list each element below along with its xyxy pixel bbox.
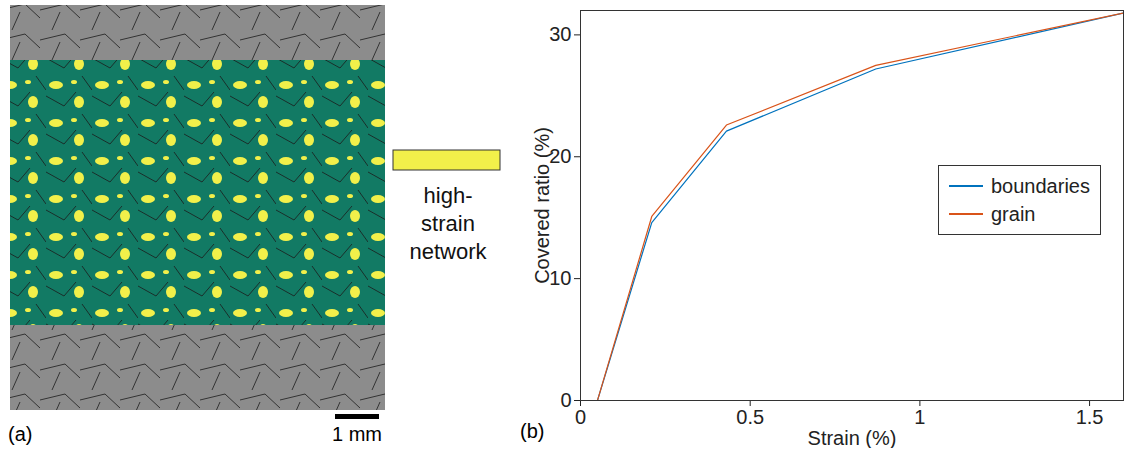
svg-text:1.5: 1.5 — [1076, 406, 1104, 428]
svg-text:0.5: 0.5 — [736, 406, 764, 428]
svg-text:1 mm: 1 mm — [332, 423, 382, 445]
html-text:grain: grain — [991, 202, 1036, 225]
svg-text:0: 0 — [575, 406, 586, 428]
svg-text:1: 1 — [914, 406, 925, 428]
svg-text:Covered ratio (%): Covered ratio (%) — [531, 127, 553, 284]
svg-text:Strain (%): Strain (%) — [808, 427, 897, 449]
svg-text:network: network — [409, 239, 487, 264]
svg-text:(a): (a) — [8, 423, 32, 445]
svg-text:10: 10 — [549, 267, 572, 289]
html-text:boundaries: boundaries — [991, 174, 1090, 197]
svg-text:high-: high- — [424, 183, 473, 208]
html-text:(b): (b) — [520, 420, 545, 442]
svg-text:20: 20 — [549, 145, 572, 168]
svg-text:30: 30 — [549, 23, 571, 45]
svg-text:strain: strain — [421, 211, 475, 236]
svg-text:0: 0 — [560, 389, 571, 411]
